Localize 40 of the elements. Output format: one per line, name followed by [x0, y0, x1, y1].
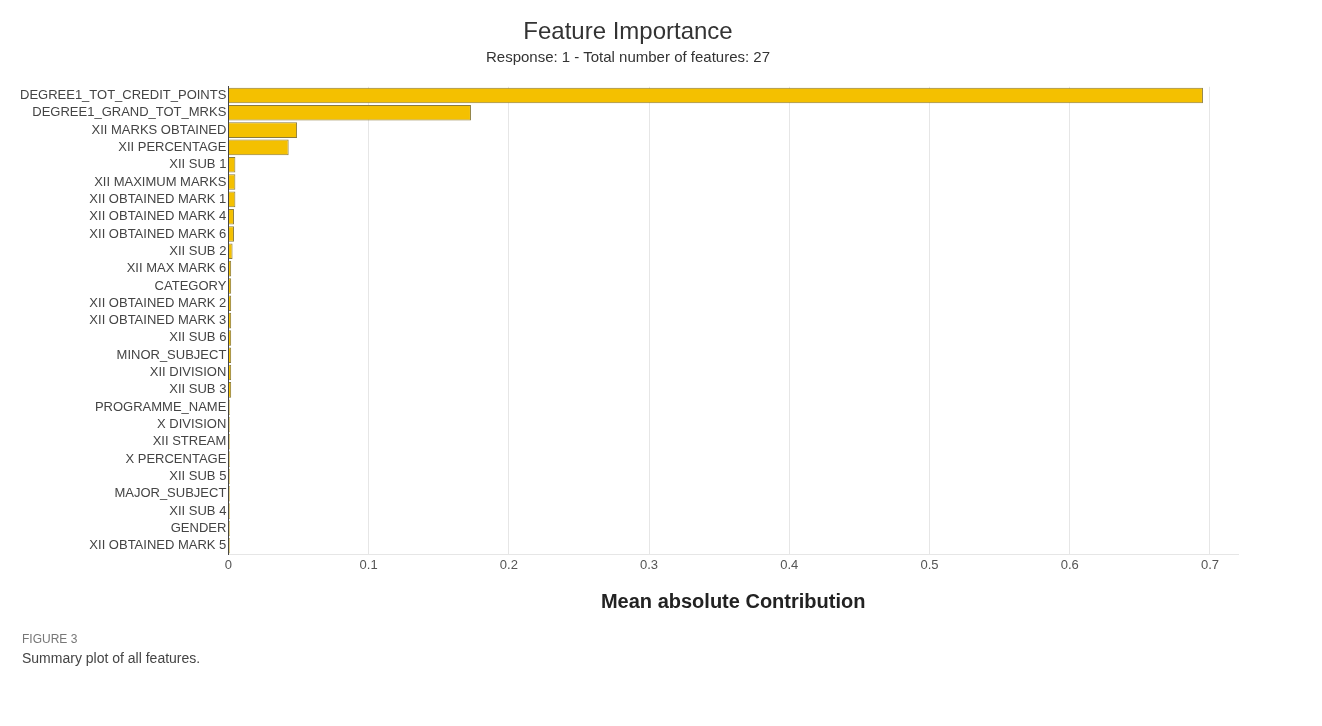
- y-tick-label: XII MARKS OBTAINED: [91, 121, 227, 137]
- x-tick-label: 0.3: [640, 556, 659, 572]
- y-tick-label: XII SUB 4: [169, 502, 227, 518]
- y-tick-label: PROGRAMME_NAME: [94, 398, 227, 414]
- y-tick-label: XII MAXIMUM MARKS: [94, 173, 227, 189]
- x-tick-label: 0.5: [920, 556, 939, 572]
- x-tick-label: 0: [224, 556, 232, 572]
- caption: FIGURE 3: [22, 632, 79, 646]
- y-tick-label: XII OBTAINED MARK 6: [89, 225, 227, 241]
- x-tick-label: 0.4: [780, 556, 799, 572]
- y-tick-label: DEGREE1_GRAND_TOT_MRKS: [32, 104, 227, 120]
- y-tick-label: XII SUB 1: [169, 156, 227, 172]
- y-tick-label: XII OBTAINED MARK 5: [89, 537, 227, 553]
- y-tick-label: XII OBTAINED MARK 2: [89, 294, 227, 310]
- y-tick-label: XII PERCENTAGE: [118, 138, 227, 154]
- x-tick-label: 0.6: [1060, 556, 1079, 572]
- y-tick-label: XII SUB 6: [169, 329, 227, 345]
- y-tick-label: XII SUB 5: [169, 468, 227, 484]
- x-axis-title: Mean absolute Contribution: [600, 589, 866, 612]
- y-tick-label: GENDER: [170, 520, 227, 535]
- y-tick-label: DEGREE1_TOT_CREDIT_POINTS: [19, 87, 227, 103]
- y-tick-label: X PERCENTAGE: [125, 450, 227, 466]
- y-tick-label: XII OBTAINED MARK 4: [89, 208, 227, 224]
- y-tick-label: MINOR_SUBJECT: [116, 346, 227, 362]
- y-tick-label: XII STREAM: [152, 433, 227, 449]
- chart-title: Feature Importance: [523, 17, 733, 45]
- y-tick-label: XII OBTAINED MARK 3: [89, 312, 227, 328]
- y-tick-label: CATEGORY: [154, 277, 227, 293]
- chart-subtitle: Response: 1 - Total number of features: 27: [485, 47, 771, 65]
- x-tick-label: 0.7: [1200, 556, 1219, 572]
- x-tick-label: 0.2: [499, 556, 518, 572]
- x-tick-label: 0.1: [359, 556, 378, 572]
- y-tick-label: XII SUB 3: [169, 381, 227, 397]
- y-tick-label: XII MAX MARK 6: [126, 260, 227, 276]
- y-tick-label: X DIVISION: [157, 416, 227, 432]
- text: Summary plot of all features.: [22, 650, 202, 666]
- y-tick-label: MAJOR_SUBJECT: [114, 485, 227, 501]
- y-tick-label: XII DIVISION: [149, 364, 227, 380]
- y-tick-label: XII OBTAINED MARK 1: [89, 190, 227, 206]
- y-tick-label: XII SUB 2: [169, 242, 227, 258]
